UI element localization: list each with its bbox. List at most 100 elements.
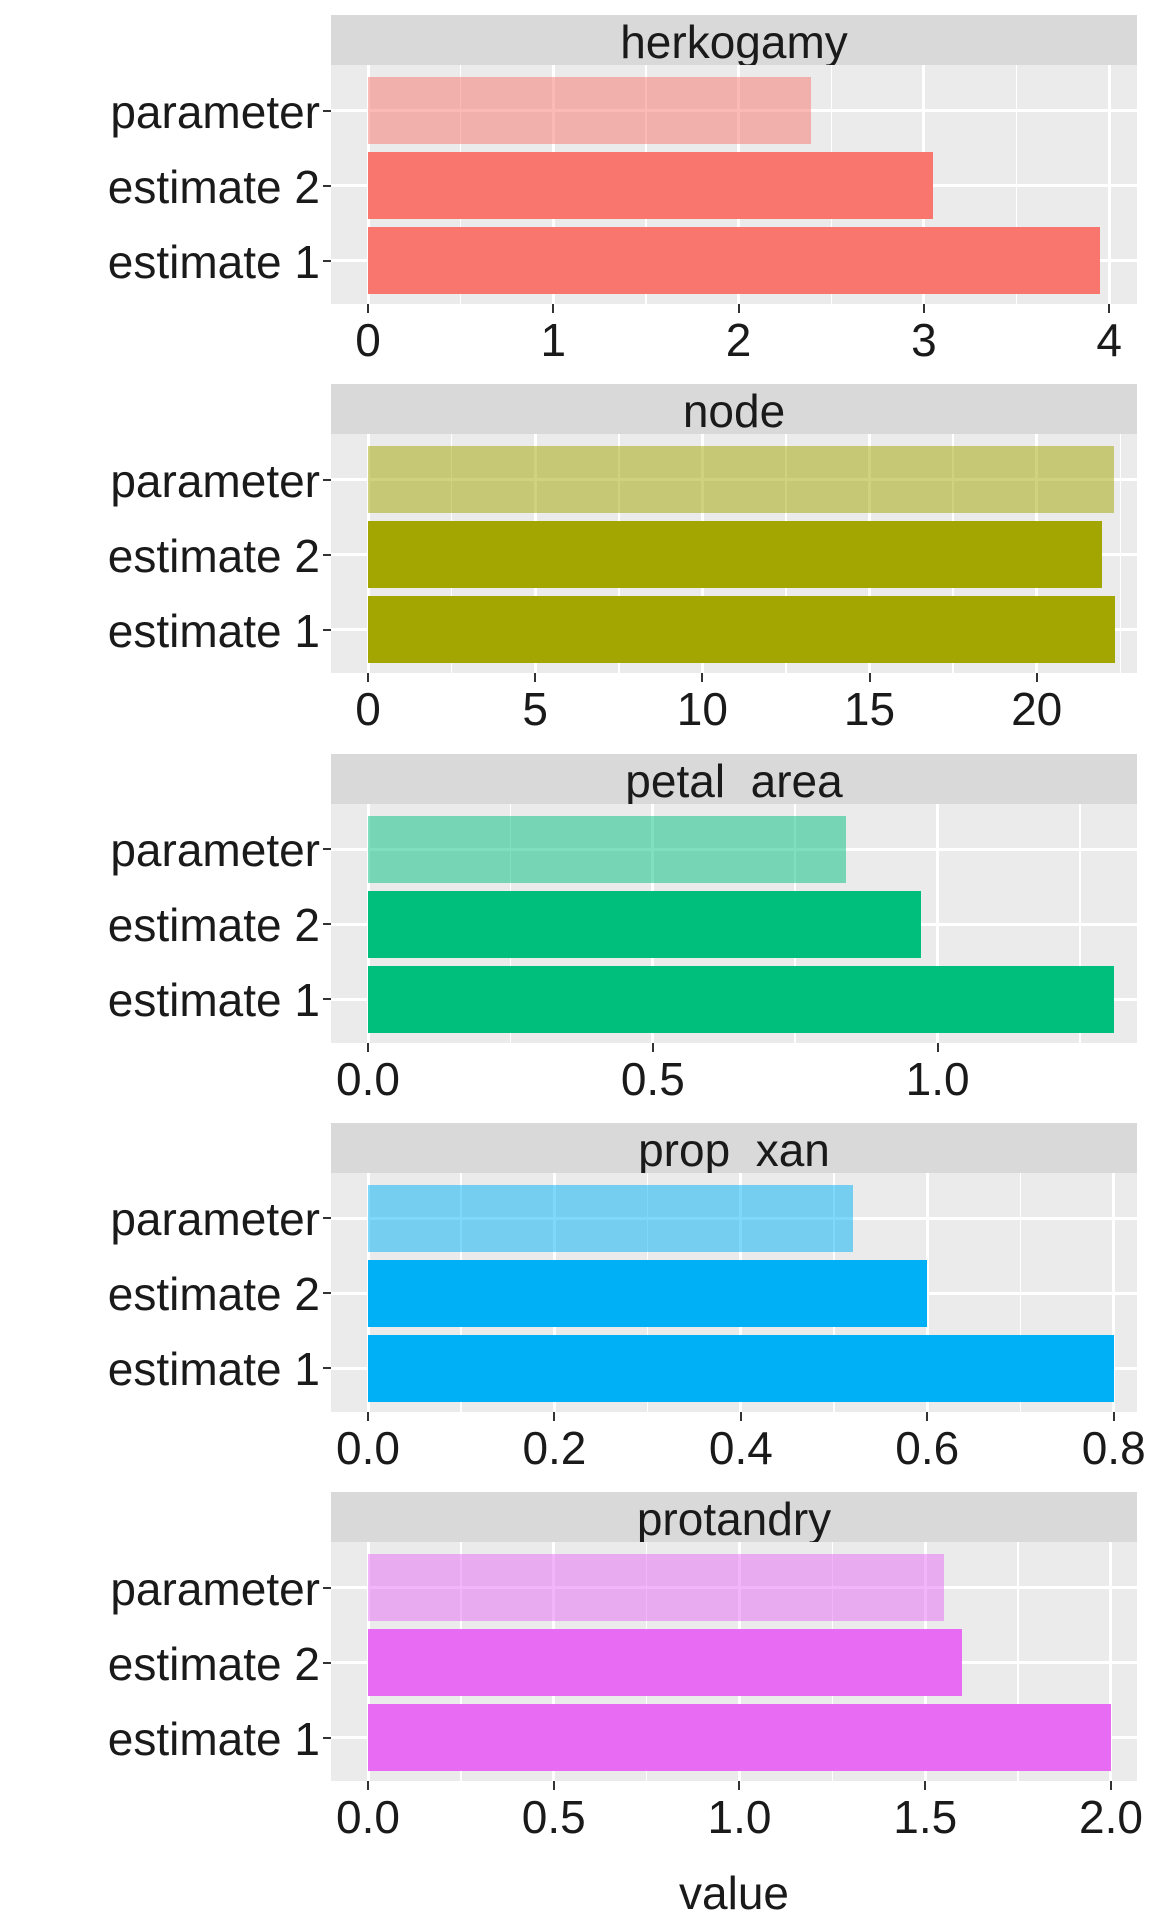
x-axis-tick-label: 0 [355,314,381,366]
bar-estimate-1 [368,596,1116,664]
y-axis-tick [323,1586,331,1589]
x-axis-tick [552,304,555,313]
bar-estimate-2 [368,1629,963,1696]
facet-title: herkogamy [620,16,848,68]
bar-estimate-1 [368,965,1115,1033]
facet-strip: protandry [331,1492,1137,1545]
x-axis-tick-label: 0.8 [1081,1421,1146,1474]
x-axis-tick-label: 15 [843,683,896,736]
bar-estimate-1 [368,1704,1111,1771]
x-axis-tick [651,1042,654,1052]
x-axis-tick-label: 20 [1011,683,1063,736]
y-axis-label: parameter [110,454,320,507]
bar-estimate-1 [368,227,1100,294]
x-axis-tick-label: 0.6 [895,1421,960,1474]
x-axis-tick-label: 2 [725,314,752,366]
x-axis-tick-label: 0.0 [336,1791,400,1843]
facet-herkogamy: herkogamy parameter estimate 2 estimate 1 0 1… [0,15,1152,384]
x-axis-tick [701,673,704,683]
plot-panel [331,803,1137,1043]
x-axis-tick [738,1781,741,1790]
x-axis-tick [1109,1781,1112,1790]
x-axis-tick [367,1781,369,1790]
y-axis-label: estimate 2 [107,899,320,951]
facet-strip: node [331,384,1137,438]
y-axis-tick [323,184,331,187]
x-axis-tick [737,304,740,313]
y-axis-label: estimate 1 [107,235,320,288]
y-axis-tick [323,998,331,1000]
plot-panel [331,434,1137,674]
x-axis-tick [924,1781,927,1790]
x-axis-tick-label: 2.0 [1079,1791,1143,1843]
x-axis-tick [1108,304,1111,313]
bar-parameter [368,446,1114,514]
x-axis-tick-label: 0.0 [336,1052,400,1105]
bar-estimate-1 [368,1334,1114,1402]
plot-panel [331,65,1137,304]
facet-strip: herkogamy [331,15,1137,68]
x-axis-tick [552,1781,555,1790]
y-axis-label: parameter [110,824,320,876]
x-axis-tick [926,1411,929,1421]
bar-parameter [368,77,811,144]
y-axis-label: parameter [110,1193,320,1246]
y-axis-tick [323,1367,331,1370]
y-axis-label: parameter [110,85,320,138]
plot-panel [331,1172,1137,1412]
x-axis-tick-label: 5 [522,683,548,736]
x-axis-tick [367,673,369,683]
y-axis-tick [323,1292,331,1295]
y-axis-tick [323,1736,331,1739]
facet-strip: prop xan [331,1122,1137,1176]
x-axis-tick [367,1042,369,1052]
y-axis-label: estimate 1 [107,604,320,657]
bar-parameter [368,1184,853,1252]
x-axis-tick [1112,1411,1115,1421]
y-axis-tick [323,109,331,112]
x-axis-tick-label: 3 [911,314,937,366]
facet-title: protandry [636,1493,832,1545]
bar-parameter [368,815,847,883]
bar-estimate-2 [368,521,1102,589]
x-axis-tick [534,673,537,683]
y-axis-tick [323,923,331,925]
facet-title: node [682,385,786,438]
x-axis-tick [922,304,925,313]
x-axis-tick [868,673,871,683]
y-axis-tick [323,848,331,850]
x-axis-title: value [679,1867,789,1919]
y-axis-label: estimate 1 [107,1343,320,1396]
y-axis-tick [323,553,331,556]
x-axis-tick-label: 0.4 [708,1421,773,1474]
y-axis-label: estimate 1 [107,974,320,1026]
y-axis-tick [323,259,331,262]
x-axis-tick [367,1411,369,1421]
y-axis-tick [323,628,331,631]
x-axis-tick-label: 0.2 [522,1421,587,1474]
x-axis-tick-label: 4 [1096,314,1122,366]
x-axis-tick-label: 1.0 [905,1052,970,1105]
plot-panel [331,1542,1137,1781]
x-axis-tick-label: 0.0 [336,1421,400,1474]
x-axis-tick-label: 1.0 [707,1791,772,1843]
x-axis-tick [936,1042,939,1052]
facet-node: node parameter estimate 2 estimate 1 0 5 10 15 2… [0,384,1152,753]
x-axis-tick-label: 1.5 [893,1791,958,1843]
y-axis-label: estimate 2 [107,1637,320,1690]
x-axis-tick-label: 0.5 [521,1791,586,1843]
y-axis-label: parameter [110,1562,320,1615]
y-axis-label: estimate 2 [107,529,320,582]
y-axis-label: estimate 2 [107,160,320,213]
facet-title: petal area [625,754,843,807]
bar-estimate-2 [368,1259,928,1327]
x-axis-tick [739,1411,742,1421]
facet-strip: petal area [331,753,1137,807]
y-axis-tick [323,1661,331,1664]
facet-protandry: protandry parameter estimate 2 estimate 1 0.… [0,1492,1152,1861]
x-axis-tick-label: 1 [540,314,567,366]
facet-title: prop xan [638,1123,830,1176]
x-axis-tick-label: 0 [355,683,381,736]
y-axis-tick [323,1217,331,1220]
x-axis-tick-label: 0.5 [620,1052,685,1105]
